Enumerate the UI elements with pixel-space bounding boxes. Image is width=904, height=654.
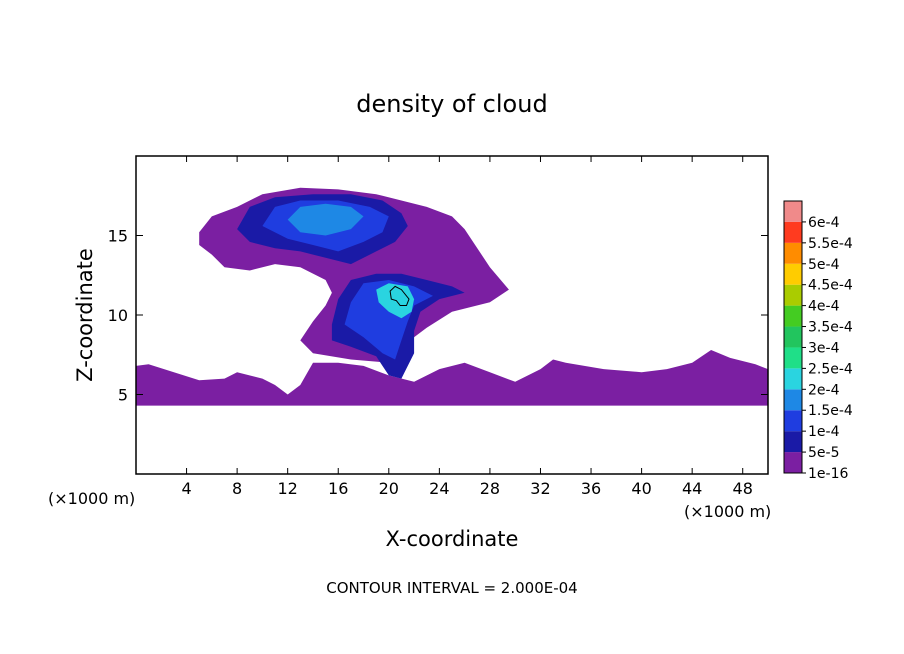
colorbar-label: 5.5e-4 (808, 236, 853, 252)
x-tick-label: 36 (581, 479, 601, 498)
plot-area (135, 155, 769, 475)
colorbar-swatch (784, 347, 802, 369)
y-tick-label: 10 (108, 306, 128, 325)
contour-interval-footer: CONTOUR INTERVAL = 2.000E-04 (326, 579, 577, 597)
x-tick-label: 44 (682, 479, 702, 498)
colorbar-label: 3.5e-4 (808, 320, 853, 336)
colorbar-label: 3e-4 (808, 340, 840, 356)
y-tick-label: 15 (108, 227, 128, 246)
x-tick-label: 28 (480, 479, 500, 498)
colorbar-swatch (784, 326, 802, 348)
colorbar-swatch (784, 263, 802, 285)
colorbar-label: 6e-4 (808, 215, 840, 231)
colorbar-swatch (784, 410, 802, 432)
colorbar-swatch (784, 368, 802, 390)
colorbar-label: 1e-4 (808, 424, 840, 440)
chart-title: density of cloud (356, 90, 547, 118)
colorbar-label: 5e-5 (808, 445, 839, 461)
density-regions (136, 187, 768, 406)
colorbar-swatch (784, 431, 802, 453)
x-tick-label: 8 (232, 479, 242, 498)
colorbar-frame (783, 200, 803, 474)
colorbar-swatch (784, 452, 802, 473)
colorbar-swatch (784, 389, 802, 411)
colorbar-label: 2.5e-4 (808, 361, 853, 377)
x-unit-label-right: (×1000 m) (684, 502, 771, 521)
colorbar-label: 1e-16 (808, 466, 848, 482)
colorbar-label: 1.5e-4 (808, 403, 853, 419)
colorbar-label: 4e-4 (808, 299, 840, 315)
colorbar-label: 2e-4 (808, 382, 840, 398)
colorbar-swatch (784, 221, 802, 243)
x-tick-label: 40 (631, 479, 651, 498)
colorbar: 1e-16 5e-5 1e-4 1.5e-4 2e-4 2.5e-4 3e-4 3.5e-4 4… (783, 200, 853, 482)
colorbar-swatch (784, 201, 802, 222)
y-axis-label: Z-coordinate (73, 248, 97, 382)
colorbar-swatch (784, 305, 802, 327)
y-axis-ticks: 5 10 15 (108, 227, 768, 405)
colorbar-label: 5e-4 (808, 257, 840, 273)
density-region-7 (287, 203, 364, 236)
density-region-1 (136, 350, 768, 406)
y-tick-label: 5 (118, 386, 128, 405)
x-axis-label: X-coordinate (386, 527, 519, 551)
plot-background (136, 156, 768, 474)
colorbar-label: 4.5e-4 (808, 278, 853, 294)
colorbar-swatch (784, 242, 802, 264)
x-tick-label: 20 (379, 479, 399, 498)
x-tick-label: 32 (530, 479, 550, 498)
x-axis-ticks: 4 8 12 16 20 24 28 32 36 40 44 48 (181, 156, 753, 498)
x-unit-label-left: (×1000 m) (48, 489, 135, 508)
colorbar-swatch (784, 284, 802, 306)
density-region-9 (389, 285, 410, 306)
x-tick-label: 48 (733, 479, 753, 498)
x-tick-label: 24 (429, 479, 449, 498)
x-tick-label: 4 (181, 479, 191, 498)
x-tick-label: 16 (328, 479, 348, 498)
x-tick-label: 12 (278, 479, 298, 498)
